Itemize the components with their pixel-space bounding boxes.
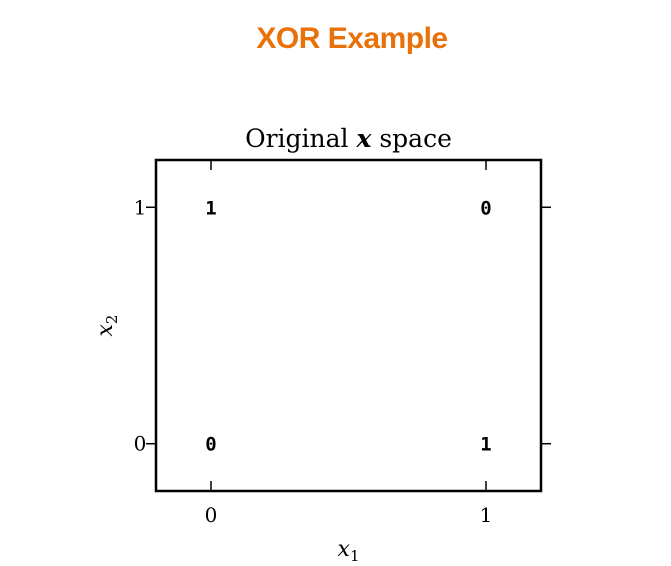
plot-frame <box>154 158 543 493</box>
x-tick-label: 1 <box>480 503 493 527</box>
y-axis-label: x2 <box>93 315 121 337</box>
slide-title: XOR Example <box>256 22 448 55</box>
x-axis-label: x1 <box>338 537 360 565</box>
x-tick-label: 0 <box>205 503 218 527</box>
data-point-label: 0 <box>480 197 491 219</box>
y-tick-label: 1 <box>134 195 147 219</box>
chart-title: Original x space <box>245 124 452 153</box>
data-point-label: 0 <box>205 434 216 456</box>
data-point-label: 1 <box>480 434 491 456</box>
y-tick-label: 0 <box>134 432 147 456</box>
data-point-label: 1 <box>205 197 216 219</box>
